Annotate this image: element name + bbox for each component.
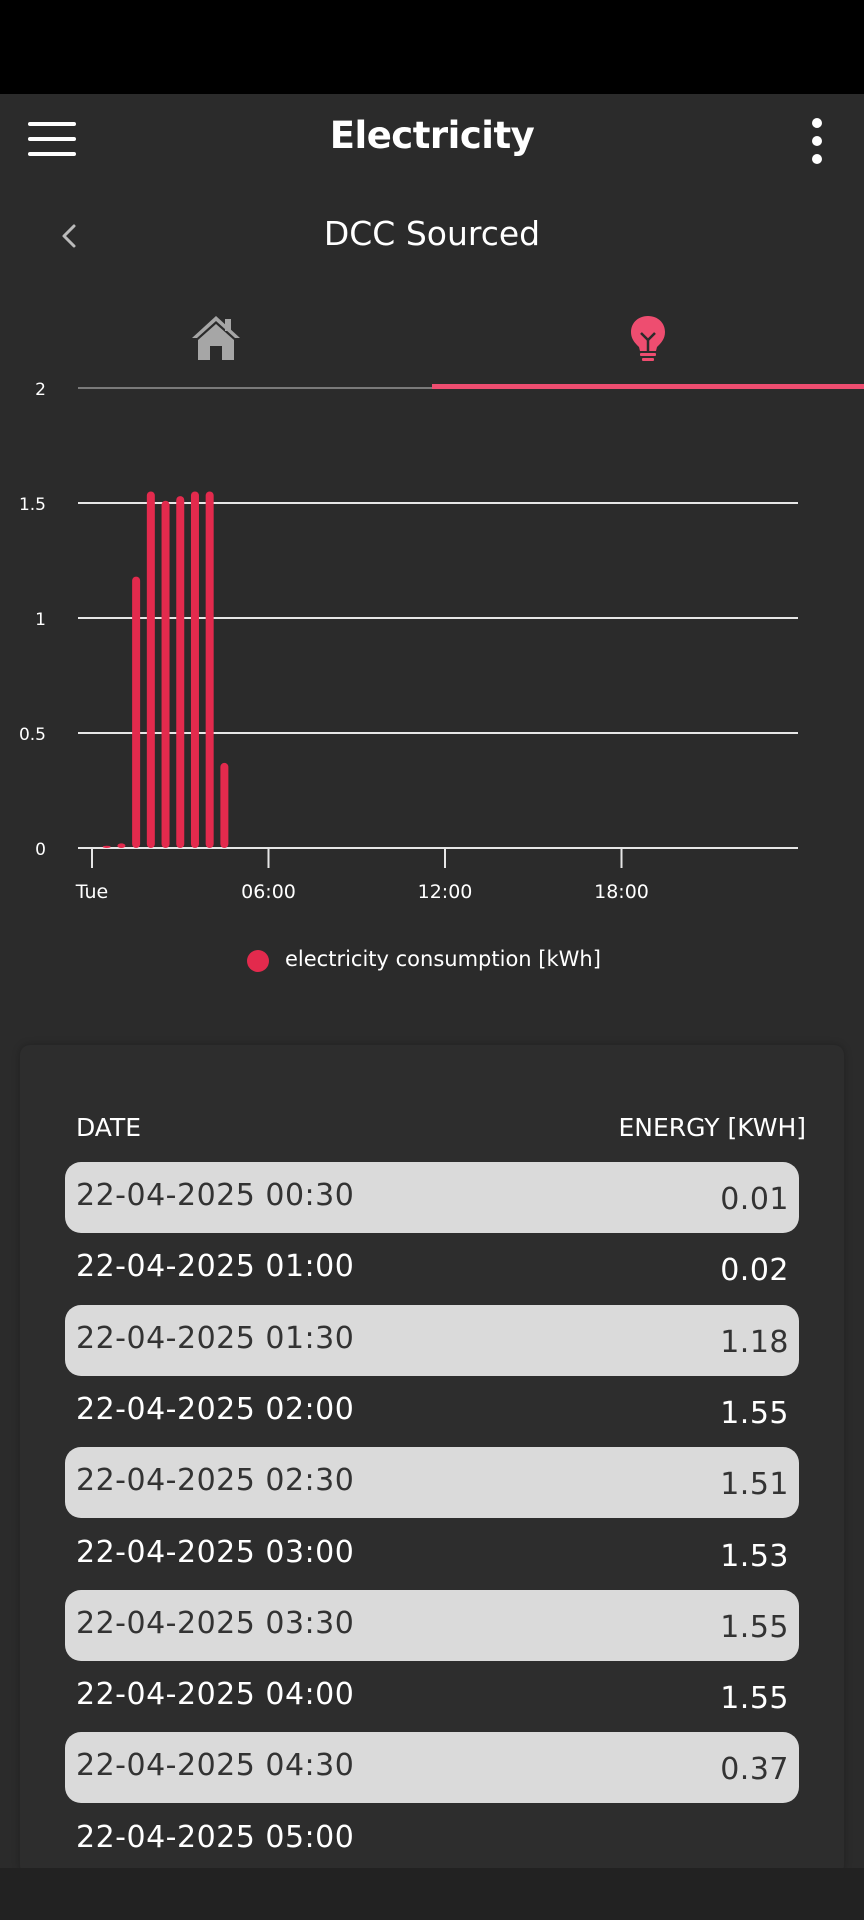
sub-header: DCC Sourced [0,196,864,276]
row-energy: 1.18 [720,1324,789,1360]
data-table-card: DATE ENERGY [KWH] 22-04-2025 00:30 0.01 22… [20,1045,844,1875]
chart-bar [205,491,214,848]
home-icon [192,316,240,360]
tab-divider [78,387,432,389]
sub-title: DCC Sourced [323,214,541,253]
row-date: 22-04-2025 05:00 [76,1819,355,1855]
row-date: 22-04-2025 04:30 [76,1748,355,1784]
row-energy: 1.55 [720,1609,789,1645]
back-button[interactable] [54,218,86,254]
row-energy: 0.01 [720,1182,789,1217]
table-row[interactable]: 22-04-2025 04:00 1.55 [65,1661,799,1732]
table-row[interactable]: 22-04-2025 01:00 0.02 [65,1233,799,1304]
y-tick-label: 2 [35,380,46,400]
chart-bar [190,491,199,848]
row-energy: 0.37 [720,1752,789,1788]
table-row[interactable]: 22-04-2025 04:30 0.37 [65,1732,799,1804]
chart-svg: 0 0.5 1 1.5 2 Tue 06:00 12:00 18:00 [19,380,798,903]
row-energy: 1.53 [720,1538,789,1574]
table-row[interactable]: 22-04-2025 03:00 1.53 [65,1519,799,1590]
table-row[interactable]: 22-04-2025 00:30 0.01 [65,1162,799,1233]
lightbulb-icon [631,316,665,361]
menu-button[interactable] [28,122,76,158]
y-tick-label: 0 [35,840,46,860]
row-energy: 0.02 [720,1253,789,1289]
kebab-dot [812,136,822,146]
row-date: 22-04-2025 00:30 [76,1178,355,1213]
row-date: 22-04-2025 02:30 [76,1463,355,1499]
date-column-header: DATE [76,1113,142,1142]
table-row[interactable]: 22-04-2025 03:30 1.55 [65,1589,799,1661]
row-date: 22-04-2025 01:30 [76,1320,355,1356]
row-date: 22-04-2025 03:30 [76,1605,355,1641]
row-date: 22-04-2025 01:00 [76,1249,355,1285]
menu-icon-line [28,152,76,156]
chevron-left-icon [62,224,76,248]
tab-home[interactable] [0,300,432,388]
table-row[interactable]: 22-04-2025 02:00 1.55 [65,1376,799,1447]
active-tab-indicator [432,384,864,389]
x-tick-label: 06:00 [241,881,296,903]
more-options-button[interactable] [804,118,830,164]
chart-bar [146,491,155,848]
row-energy: 1.55 [720,1681,789,1717]
x-tick-label: 12:00 [418,881,473,903]
chart-bar [161,500,170,848]
row-energy: 1.51 [720,1467,789,1503]
consumption-chart: 0 0.5 1 1.5 2 Tue 06:00 12:00 18:00 [0,380,864,940]
chart-bar [132,576,141,848]
kebab-dot [812,118,822,128]
row-date: 22-04-2025 03:00 [76,1534,355,1570]
menu-icon-line [28,137,76,141]
page-title: Electricity [329,114,535,157]
table-row[interactable]: 22-04-2025 01:30 1.18 [65,1304,799,1376]
chart-legend: electricity consumption [kWh] [0,943,864,983]
x-tick-label: Tue [75,881,108,903]
legend-dot [247,950,269,972]
chart-bar [102,845,111,848]
energy-column-header: ENERGY [KWH] [618,1113,806,1142]
chart-bar [176,496,185,848]
status-bar [0,0,864,94]
legend-label: electricity consumption [kWh] [285,947,601,971]
bottom-bar [0,1868,864,1920]
app-bar: Electricity [0,94,864,186]
y-tick-label: 1 [35,610,46,630]
chart-bar [117,843,126,848]
tab-bar [0,300,864,392]
row-date: 22-04-2025 02:00 [76,1391,355,1427]
y-tick-label: 1.5 [19,495,46,515]
y-tick-label: 0.5 [19,725,46,745]
tab-electricity[interactable] [432,300,864,388]
x-tick-label: 18:00 [594,881,649,903]
table-row[interactable]: 22-04-2025 02:30 1.51 [65,1447,799,1519]
row-energy: 1.55 [720,1395,789,1431]
table-row[interactable]: 22-04-2025 05:00 [65,1804,799,1875]
chart-bar [220,762,229,848]
kebab-dot [812,154,822,164]
row-date: 22-04-2025 04:00 [76,1677,355,1713]
menu-icon-line [28,122,76,126]
